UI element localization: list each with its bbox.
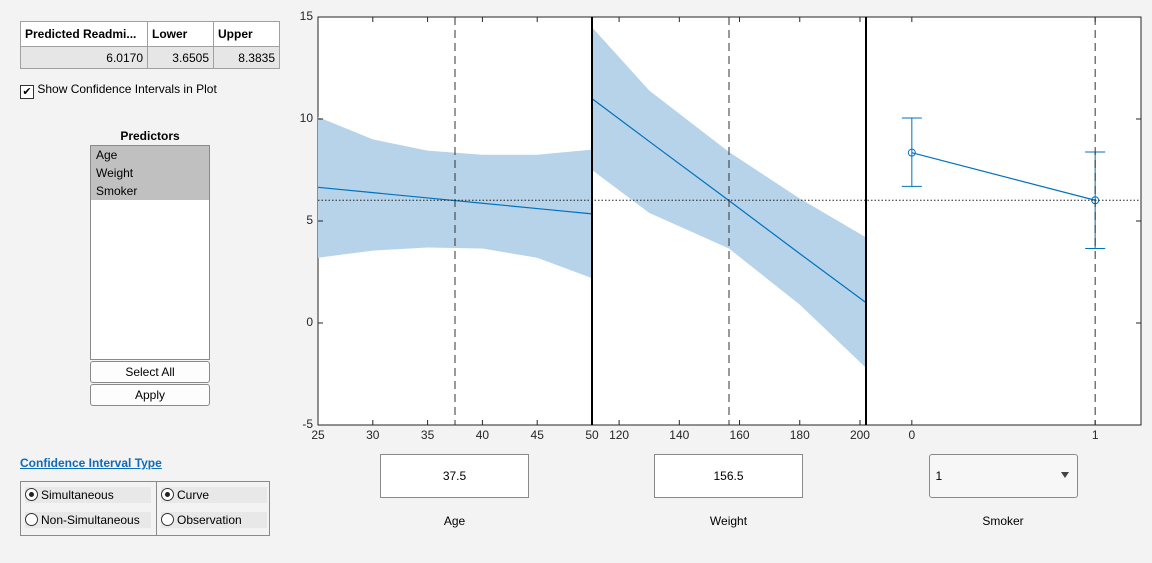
y-tick-label: 15 — [300, 9, 314, 23]
radio-button[interactable] — [161, 513, 174, 526]
predictor-item[interactable]: Age — [91, 146, 209, 164]
checkbox[interactable]: ✔ — [20, 85, 34, 99]
radio-label: Non-Simultaneous — [41, 513, 140, 527]
x-tick-label: 35 — [421, 428, 435, 442]
point — [907, 148, 916, 157]
x-tick-label: 40 — [476, 428, 490, 442]
value-dropdown[interactable]: 1 — [928, 454, 1078, 498]
value-input[interactable]: 156.5 — [654, 454, 803, 498]
panel-label: Weight — [709, 514, 748, 528]
x-tick-label: 45 — [531, 428, 545, 442]
ci-type-panel: Simultaneous Non-Simultaneous Curve Observa… — [20, 481, 270, 536]
x-tick-label: 200 — [850, 428, 870, 442]
x-tick-label: 25 — [311, 428, 325, 442]
y-tick-label: 0 — [306, 315, 313, 329]
dropdown-arrow — [1060, 472, 1069, 478]
predictor-item[interactable]: Weight — [91, 164, 209, 182]
header: Upper — [213, 21, 280, 47]
radio-option[interactable]: Observation — [161, 512, 267, 528]
cell: 6.0170 — [20, 46, 148, 69]
dropdown-value: 1 — [935, 469, 943, 483]
predictor-item[interactable]: Smoker — [91, 182, 209, 200]
radio-label: Curve — [177, 488, 210, 502]
x-tick-label: 30 — [366, 428, 380, 442]
ci-checkbox[interactable]: ✔ Show Confidence Intervals in Plot — [20, 82, 217, 99]
apply-button[interactable]: Apply — [90, 384, 210, 406]
x-tick-label: 50 — [585, 428, 599, 442]
header: Lower — [147, 21, 214, 47]
confidence-band — [318, 116, 592, 279]
radio-button[interactable] — [161, 488, 174, 501]
x-tick-label: 1 — [1092, 428, 1099, 442]
prediction-line — [911, 152, 1096, 201]
x-tick-label: 180 — [790, 428, 810, 442]
radio-button[interactable] — [25, 488, 38, 501]
predictor-list[interactable]: Age Weight Smoker — [90, 145, 210, 360]
radio-option[interactable]: Simultaneous — [25, 487, 151, 503]
x-tick-label: 140 — [669, 428, 689, 442]
radio-button[interactable] — [25, 513, 38, 526]
radio-label: Simultaneous — [41, 488, 114, 502]
value-input[interactable]: 37.5 — [380, 454, 529, 498]
confidence-band — [592, 27, 866, 368]
header: Predicted Readmi... — [20, 21, 148, 47]
y-tick-label: -5 — [302, 417, 313, 431]
y-tick-label: 10 — [300, 111, 314, 125]
panel-label: Age — [443, 514, 466, 528]
select-all-button[interactable]: Select All — [90, 361, 210, 383]
x-tick-label: 120 — [609, 428, 629, 442]
predictors-title: Predictors — [120, 129, 180, 143]
ci-type-link[interactable]: Confidence Interval Type — [20, 456, 162, 470]
checkbox-label: Show Confidence Intervals in Plot — [37, 82, 217, 96]
prediction-table: Predicted Readmi... Lower Upper 6.0170 3.65… — [20, 21, 280, 69]
radio-group: Simultaneous Non-Simultaneous — [21, 482, 155, 535]
radio-option[interactable]: Curve — [161, 487, 267, 503]
x-tick-label: 160 — [730, 428, 750, 442]
panel-label: Smoker — [982, 514, 1024, 528]
radio-option[interactable]: Non-Simultaneous — [25, 512, 151, 528]
x-tick-label: 0 — [908, 428, 915, 442]
radio-group: Curve Observation — [156, 482, 271, 535]
radio-label: Observation — [177, 513, 242, 527]
cell: 8.3835 — [213, 46, 280, 69]
y-tick-label: 5 — [306, 213, 313, 227]
cell: 3.6505 — [147, 46, 214, 69]
